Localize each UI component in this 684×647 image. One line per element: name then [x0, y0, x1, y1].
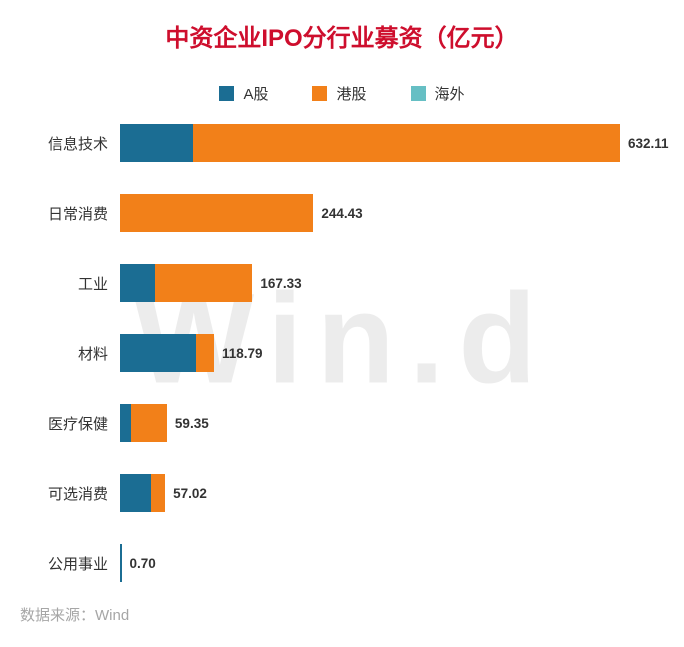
legend-item-hk[interactable]: 港股 — [312, 83, 367, 104]
category-label: 工业 — [77, 275, 108, 293]
bar-segment-a-share — [120, 544, 122, 582]
chart-row: 信息技术 632.11 — [0, 124, 684, 162]
bar-track: 57.02 — [120, 474, 207, 512]
category-label: 可选消费 — [47, 485, 108, 503]
bar-track: 118.79 — [120, 334, 262, 372]
legend-label: 港股 — [336, 86, 367, 103]
bar-track: 167.33 — [120, 264, 302, 302]
chart-row: 可选消费 57.02 — [0, 474, 684, 512]
legend-item-a-share[interactable]: A股 — [219, 83, 268, 104]
bar-segment-a-share — [120, 334, 196, 372]
hk-swatch-icon — [312, 86, 328, 101]
category-label: 公用事业 — [47, 555, 108, 573]
chart-row: 日常消费 244.43 — [0, 194, 684, 232]
bar-track: 244.43 — [120, 194, 363, 232]
bar-segment-a-share — [120, 474, 151, 512]
category-label: 医疗保健 — [47, 415, 108, 433]
data-source: 数据来源：Wind — [20, 604, 129, 625]
bar-segment-hk — [120, 194, 314, 232]
bar-segment-hk — [150, 474, 166, 512]
chart-title: 中资企业IPO分行业募资（亿元） — [165, 25, 519, 52]
legend: A股 港股 海外 — [0, 83, 684, 104]
chart-rows: 信息技术 632.11 日常消费 244.43 工业 167.33 材料 118.79 医疗保健… — [0, 124, 684, 582]
bar-segment-hk — [195, 334, 214, 372]
bar-segment-a-share — [120, 404, 132, 442]
bar-value-label: 118.79 — [221, 345, 263, 361]
data-source-name: Wind — [95, 607, 130, 624]
chart-row: 医疗保健 59.35 — [0, 404, 684, 442]
bar-segment-a-share — [120, 264, 155, 302]
bar-value-label: 57.02 — [173, 485, 207, 501]
legend-label: 海外 — [434, 86, 465, 103]
chart-area: Win.d 信息技术 632.11 日常消费 244.43 工业 167.33 材料 118.… — [0, 124, 684, 582]
bar-value-label: 244.43 — [321, 205, 363, 221]
a-share-swatch-icon — [219, 86, 235, 101]
bar-value-label: 167.33 — [260, 275, 302, 291]
chart-row: 材料 118.79 — [0, 334, 684, 372]
legend-item-overseas[interactable]: 海外 — [410, 83, 465, 104]
category-label: 信息技术 — [47, 135, 108, 153]
bar-segment-hk — [131, 404, 167, 442]
bar-value-label: 632.11 — [627, 135, 669, 151]
bar-segment-hk — [154, 264, 253, 302]
overseas-swatch-icon — [410, 86, 426, 101]
chart-row: 公用事业 0.70 — [0, 544, 684, 582]
data-source-prefix: 数据来源： — [20, 607, 96, 624]
chart-row: 工业 167.33 — [0, 264, 684, 302]
bar-value-label: 59.35 — [174, 415, 209, 431]
legend-label: A股 — [243, 86, 269, 103]
bar-value-label: 0.70 — [129, 555, 156, 571]
bar-segment-a-share — [120, 124, 193, 162]
category-label: 材料 — [77, 345, 108, 363]
bar-track: 59.35 — [120, 404, 209, 442]
bar-track: 632.11 — [120, 124, 669, 162]
bar-segment-hk — [192, 124, 620, 162]
category-label: 日常消费 — [47, 205, 108, 223]
bar-track: 0.70 — [120, 544, 156, 582]
